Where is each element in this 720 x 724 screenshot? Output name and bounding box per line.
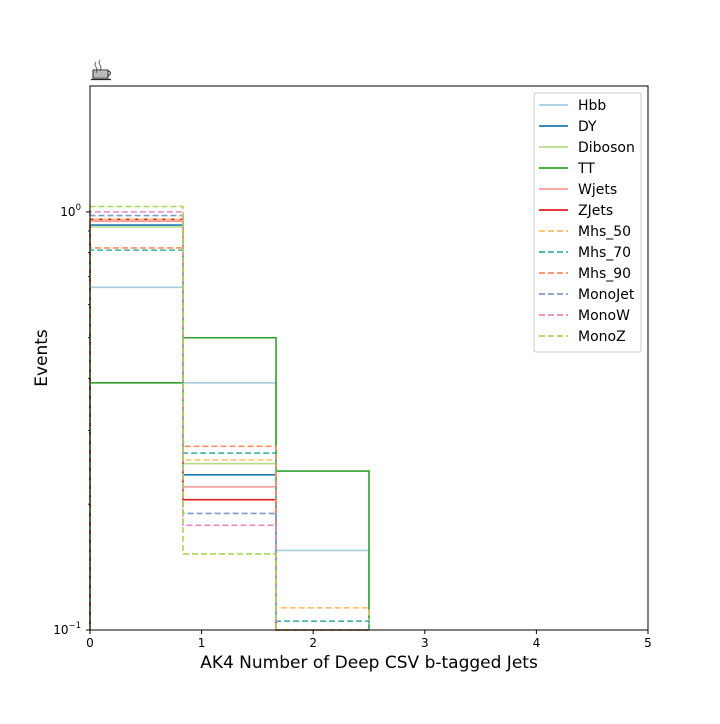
axes-group: 0 1 2 3 4 5 10−1 100 xyxy=(53,203,652,650)
y-tick-label: 100 xyxy=(60,203,81,219)
series-line-mhs-70 xyxy=(89,249,370,630)
legend-box xyxy=(533,92,642,353)
x-tick-label: 3 xyxy=(421,636,429,650)
legend-label: MonoZ xyxy=(578,329,626,345)
series-line-monow xyxy=(89,211,369,631)
legend-label: Mhs_70 xyxy=(578,245,631,261)
series-line-tt xyxy=(89,336,370,630)
series-line-mhs-90 xyxy=(89,247,369,631)
y-tick-label: 10−1 xyxy=(53,621,81,637)
legend-label: Hbb xyxy=(578,98,606,114)
x-tick-label: 0 xyxy=(86,636,94,650)
x-tick-label: 1 xyxy=(198,636,206,650)
coffee-cup-icon xyxy=(91,59,111,81)
series-line-monojet xyxy=(89,214,369,631)
series-line-hbb xyxy=(89,286,370,630)
x-axis-label: AK4 Number of Deep CSV b-tagged Jets xyxy=(200,653,538,673)
legend-label: MonoW xyxy=(578,308,630,324)
legend: Hbb DY Diboson TT Wjets ZJets Mhs_50 Mhs_70 Mhs_… xyxy=(533,92,642,353)
series-line-monoz xyxy=(89,205,369,631)
series-line-wjets xyxy=(89,220,369,631)
series-line-zjets xyxy=(89,218,369,631)
legend-label: TT xyxy=(577,161,595,177)
legend-label: Mhs_50 xyxy=(578,224,631,240)
x-tick-label: 5 xyxy=(644,636,652,650)
legend-label: MonoJet xyxy=(578,287,635,303)
x-tick-label: 4 xyxy=(533,636,541,650)
x-tick-label: 2 xyxy=(309,636,317,650)
series-line-dy xyxy=(89,224,369,631)
legend-label: Wjets xyxy=(578,182,617,198)
plot-frame xyxy=(89,85,649,631)
legend-label: Diboson xyxy=(578,140,635,156)
legend-label: DY xyxy=(578,119,597,135)
y-axis-label: Events xyxy=(32,329,52,387)
series-line-mhs-50 xyxy=(89,218,370,630)
legend-label: ZJets xyxy=(578,203,613,219)
legend-label: Mhs_90 xyxy=(578,266,631,282)
series-group xyxy=(89,205,370,631)
